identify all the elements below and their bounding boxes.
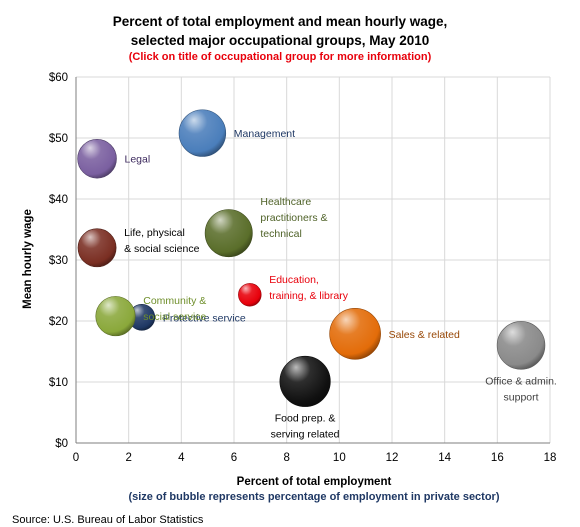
bubble-label-0-line-0[interactable]: Management — [234, 128, 295, 140]
bubble-1[interactable] — [77, 139, 117, 179]
bubble-label-5-line-0[interactable]: Protective service — [163, 312, 246, 324]
bubble-3[interactable] — [204, 209, 253, 258]
source-note: Source: U.S. Bureau of Labor Statistics — [12, 514, 204, 526]
x-tick-label: 16 — [491, 452, 504, 464]
x-tick-label: 14 — [438, 452, 451, 464]
y-tick-label: $0 — [55, 438, 68, 450]
bubble-labels: Management Legal Life, physical & social sc… — [124, 128, 557, 441]
y-tick-label: $50 — [49, 133, 68, 145]
x-tick-label: 4 — [178, 452, 185, 464]
bubble-4[interactable] — [238, 283, 262, 307]
x-axis-note: (size of bubble represents percentage of… — [128, 491, 499, 503]
x-tick-label: 0 — [73, 452, 79, 464]
bubbles — [77, 109, 546, 407]
bubble-label-4-line-0[interactable]: Education, — [269, 274, 319, 286]
x-tick-label: 12 — [386, 452, 399, 464]
grid-lines — [75, 76, 551, 444]
bubble-7[interactable] — [329, 308, 381, 360]
y-tick-labels: $0 $10 $20 $30 $40 $50 $60 — [49, 72, 68, 450]
chart-title-line-2: selected major occupational groups, May … — [131, 33, 430, 48]
bubble-label-7-line-0[interactable]: Sales & related — [389, 329, 460, 341]
bubble-label-3-line-2[interactable]: technical — [260, 228, 301, 240]
x-tick-labels: 0 2 4 6 8 10 12 14 16 18 — [73, 452, 557, 464]
y-tick-label: $40 — [49, 194, 68, 206]
bubble-9[interactable] — [279, 355, 331, 407]
x-tick-label: 18 — [544, 452, 557, 464]
bubble-label-6-line-1[interactable]: social service — [143, 311, 206, 323]
x-tick-label: 2 — [125, 452, 131, 464]
bubble-label-2-line-0[interactable]: Life, physical — [124, 227, 185, 239]
bubble-label-1-line-0[interactable]: Legal — [124, 154, 150, 166]
bubble-label-2-line-1[interactable]: & social science — [124, 243, 199, 255]
bubble-8[interactable] — [496, 321, 546, 370]
x-tick-label: 8 — [283, 452, 289, 464]
bubble-label-8-line-0[interactable]: Office & admin. — [485, 375, 557, 387]
bubble-2[interactable] — [77, 228, 117, 268]
bubble-label-8-line-1[interactable]: support — [504, 391, 539, 403]
y-tick-label: $60 — [49, 72, 68, 84]
bubble-label-3-line-0[interactable]: Healthcare — [260, 196, 311, 208]
x-tick-label: 6 — [231, 452, 237, 464]
chart-click-note[interactable]: (Click on title of occupational group fo… — [129, 51, 432, 63]
bubble-label-4-line-1[interactable]: training, & library — [269, 290, 349, 302]
bubble-label-9-line-0[interactable]: Food prep. & — [275, 413, 336, 425]
bubble-label-6-line-0[interactable]: Community & — [143, 295, 206, 307]
chart-title-line-1: Percent of total employment and mean hou… — [113, 14, 448, 29]
y-tick-label: $20 — [49, 316, 68, 328]
y-axis-label: Mean hourly wage — [22, 209, 34, 309]
x-axis-label: Percent of total employment — [237, 476, 392, 488]
bubble-0[interactable] — [178, 109, 227, 157]
x-tick-label: 10 — [333, 452, 346, 464]
bubble-6[interactable] — [95, 296, 136, 337]
y-tick-label: $10 — [49, 377, 68, 389]
y-tick-label: $30 — [49, 255, 68, 267]
bubble-label-9-line-1[interactable]: serving related — [271, 429, 340, 441]
bubble-label-3-line-1[interactable]: practitioners & — [260, 212, 327, 224]
